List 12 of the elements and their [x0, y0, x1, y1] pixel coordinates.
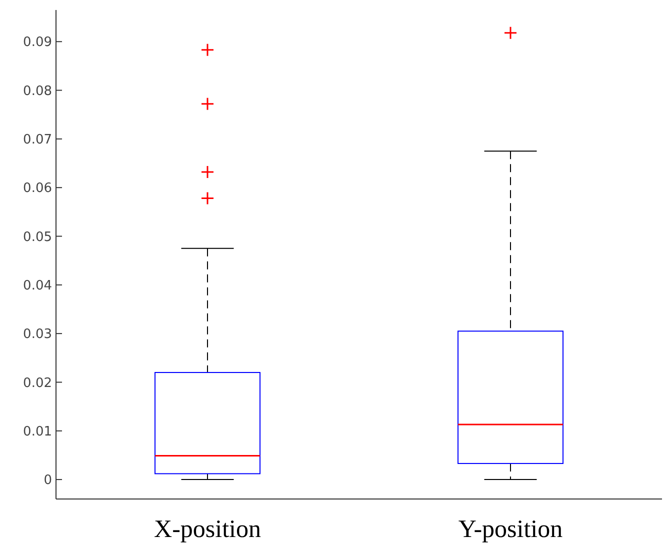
y-tick-label: 0.06 — [23, 181, 52, 196]
y-tick-label: 0.02 — [23, 376, 52, 391]
x-tick-label: Y-position — [458, 516, 564, 543]
y-tick-label: 0.07 — [23, 132, 52, 148]
x-tick-label: X-position — [154, 516, 262, 543]
y-tick-label: 0.03 — [23, 327, 52, 342]
y-tick-label: 0 — [44, 473, 52, 488]
y-tick-label: 0.08 — [23, 84, 52, 99]
y-tick-label: 0.09 — [23, 35, 52, 50]
y-tick-label: 0.01 — [23, 424, 52, 440]
y-tick-label: 0.04 — [23, 278, 52, 294]
y-tick-label: 0.05 — [23, 230, 52, 245]
